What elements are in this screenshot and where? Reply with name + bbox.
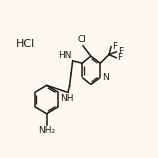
Text: F: F bbox=[117, 53, 123, 62]
Text: HN: HN bbox=[58, 51, 72, 60]
Text: Cl: Cl bbox=[78, 35, 87, 44]
Text: HCl: HCl bbox=[16, 39, 35, 49]
Text: F: F bbox=[112, 42, 117, 51]
Text: NH: NH bbox=[60, 94, 74, 103]
Text: F: F bbox=[118, 47, 123, 56]
Text: N: N bbox=[102, 73, 109, 82]
Text: NH₂: NH₂ bbox=[38, 126, 55, 135]
